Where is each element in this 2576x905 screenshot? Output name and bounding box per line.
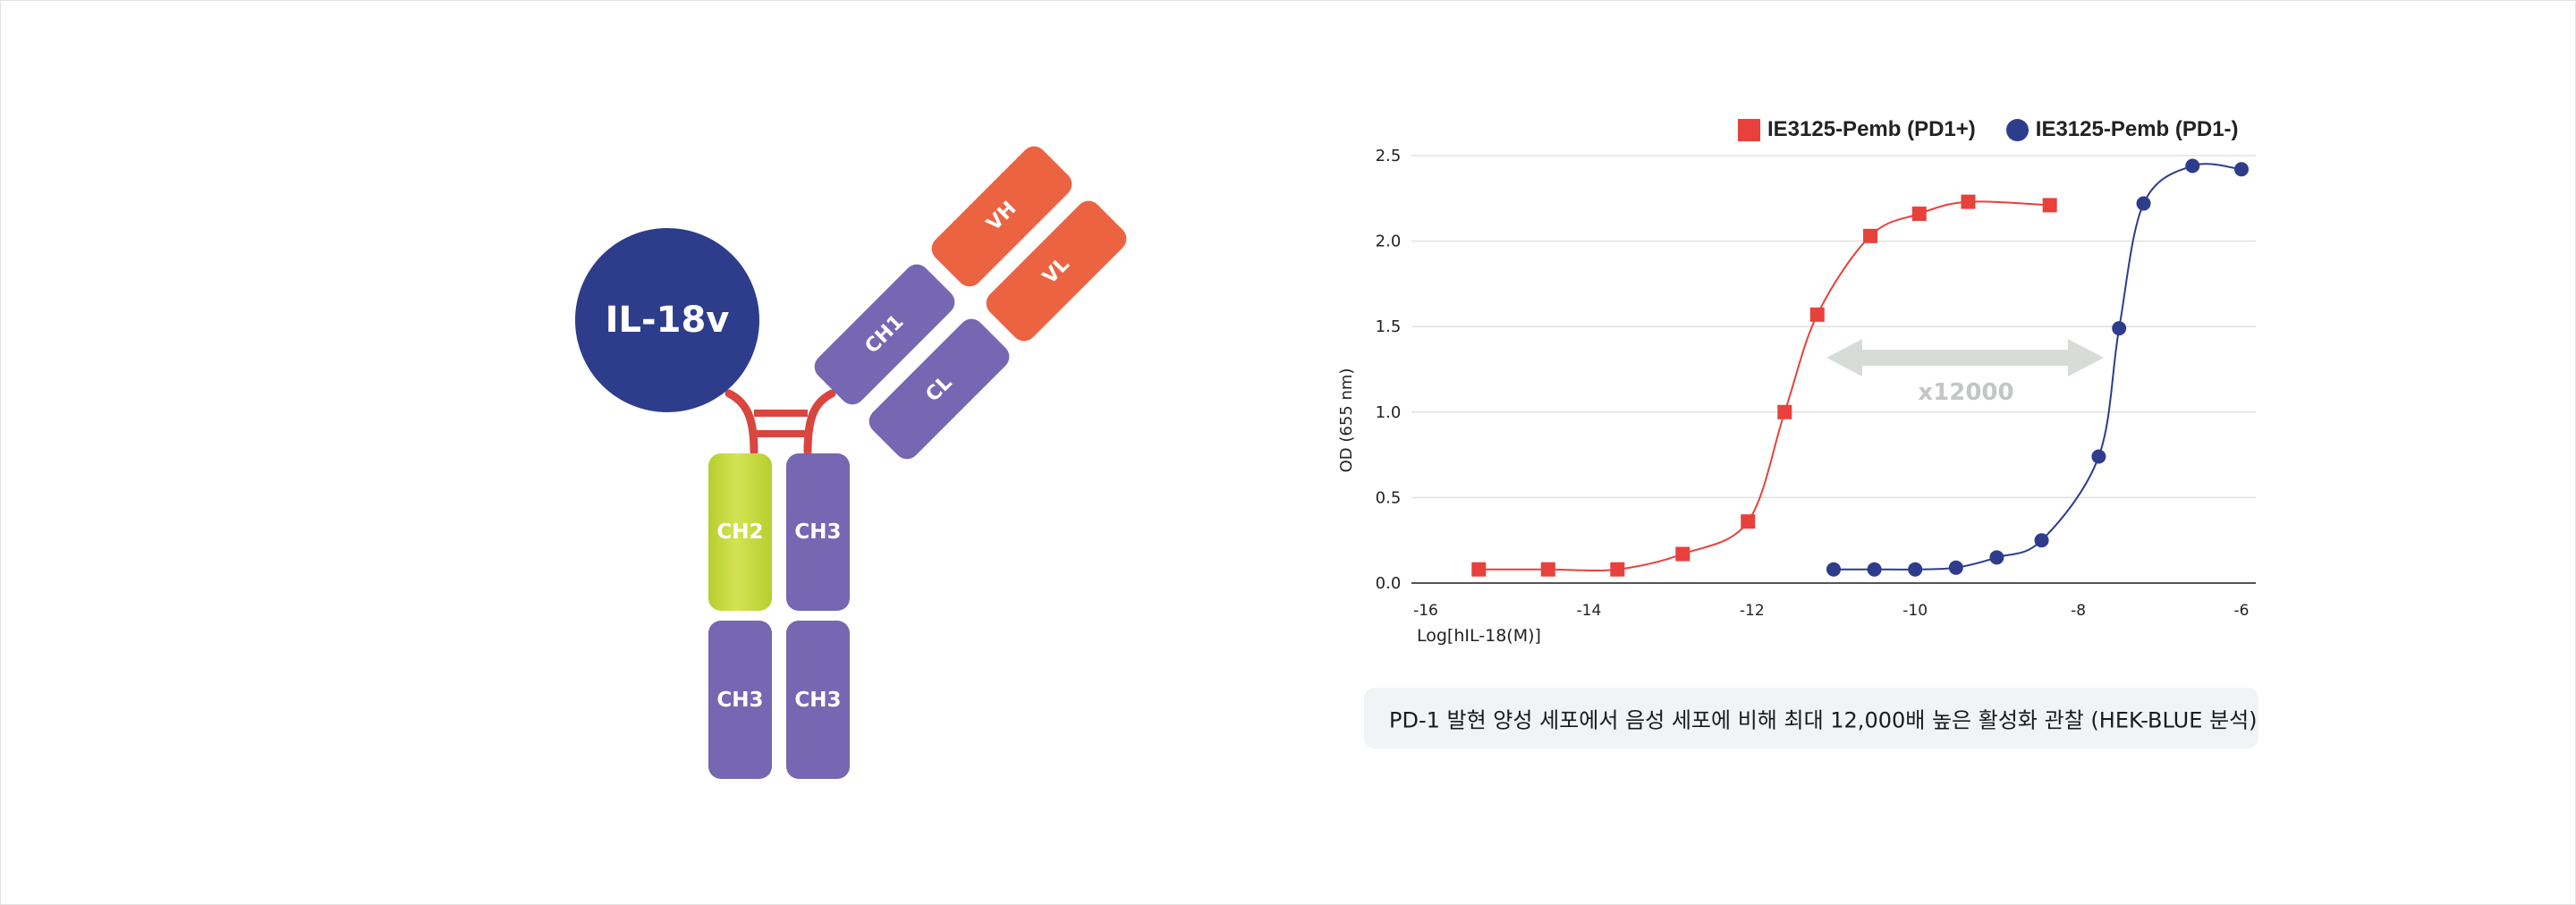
point-pd1-negative [1989, 550, 2004, 565]
hinge-linker [724, 389, 836, 456]
il18v-ligand: IL-18v [575, 228, 759, 412]
legend-label-pd1-positive: IE3125-Pemb (PD1+) [1767, 117, 1976, 141]
x-tick-labels: -16 -14 -12 -10 -8 -6 [1413, 602, 2249, 620]
chart-legend: IE3125-Pemb (PD1+) IE3125-Pemb (PD1-) [1738, 114, 2269, 145]
point-pd1-positive [1911, 207, 1927, 222]
x-tick-label: -12 [1740, 602, 1765, 620]
point-pd1-negative [2034, 533, 2049, 548]
point-pd1-negative [1908, 562, 1923, 577]
point-pd1-negative [1826, 562, 1841, 577]
point-pd1-positive [1961, 194, 1976, 209]
x-axis-label: Log[hIL-18(M)] [1417, 626, 1541, 646]
ch3-domain-lower-right: CH3 [786, 621, 850, 779]
point-pd1-negative [1867, 562, 1882, 577]
ch3-domain-lower-left: CH3 [708, 621, 772, 779]
x-tick-label: -14 [1577, 602, 1602, 620]
point-pd1-positive [1610, 562, 1625, 577]
ch3-domain-upper-right: CH3 [786, 453, 850, 611]
result-note-text: PD-1 발현 양성 세포에서 음성 세포에 비해 최대 12,000배 높은 … [1389, 707, 2258, 733]
result-note: PD-1 발현 양성 세포에서 음성 세포에 비해 최대 12,000배 높은 … [1364, 688, 2258, 749]
point-pd1-positive [1675, 546, 1690, 562]
y-tick-label: 0.0 [1376, 574, 1402, 593]
il18v-label: IL-18v [605, 300, 730, 341]
point-pd1-negative [1948, 560, 1963, 575]
x-tick-label: -10 [1902, 602, 1928, 620]
point-pd1-positive [1471, 562, 1487, 577]
legend-label-pd1-negative: IE3125-Pemb (PD1-) [2035, 117, 2239, 141]
y-tick-label: 2.0 [1376, 233, 1402, 251]
square-marker-icon [1738, 118, 1760, 141]
y-axis-label: OD (655 nm) [1337, 368, 1356, 473]
double-arrow-icon [1826, 339, 2104, 376]
circle-marker-icon [2005, 118, 2029, 141]
point-pd1-negative [2234, 162, 2249, 177]
ch3-label: CH3 [794, 520, 842, 544]
x-tick-label: -6 [2234, 602, 2250, 620]
y-tick-label: 1.5 [1376, 317, 1402, 336]
point-pd1-positive [1863, 228, 1878, 243]
y-tick-label: 0.5 [1376, 488, 1402, 507]
grid-lines [1411, 155, 2256, 584]
data-markers [1471, 158, 2249, 577]
ch2-domain: CH2 [708, 453, 772, 611]
y-tick-label: 2.5 [1376, 147, 1402, 165]
point-pd1-positive [1777, 404, 1792, 419]
y-tick-labels: 0.0 0.5 1.0 1.5 2.0 2.5 [1376, 147, 1402, 593]
x-tick-label: -16 [1413, 602, 1438, 620]
legend-item-pd1-positive: IE3125-Pemb (PD1+) [1738, 117, 1976, 142]
point-pd1-negative [2185, 158, 2200, 173]
legend-item-pd1-negative: IE3125-Pemb (PD1-) [2005, 117, 2239, 142]
point-pd1-positive [1809, 307, 1825, 322]
y-tick-label: 1.0 [1376, 403, 1402, 422]
point-pd1-negative [2091, 449, 2106, 464]
x-tick-label: -8 [2071, 602, 2086, 620]
point-pd1-positive [2042, 198, 2057, 213]
point-pd1-negative [2112, 321, 2127, 336]
fold-change-label: x12000 [1918, 379, 2013, 406]
curve-pd1-negative [1834, 163, 2242, 571]
point-pd1-negative [2136, 196, 2151, 211]
ch3-label: CH3 [716, 688, 764, 712]
point-pd1-positive [1540, 562, 1555, 577]
fold-change-arrow: x12000 [1826, 339, 2104, 406]
point-pd1-positive [1741, 514, 1756, 529]
hinge-left [724, 389, 758, 456]
hinge-right [803, 389, 836, 456]
ch3-label: CH3 [794, 688, 842, 712]
ch2-label: CH2 [716, 520, 764, 544]
